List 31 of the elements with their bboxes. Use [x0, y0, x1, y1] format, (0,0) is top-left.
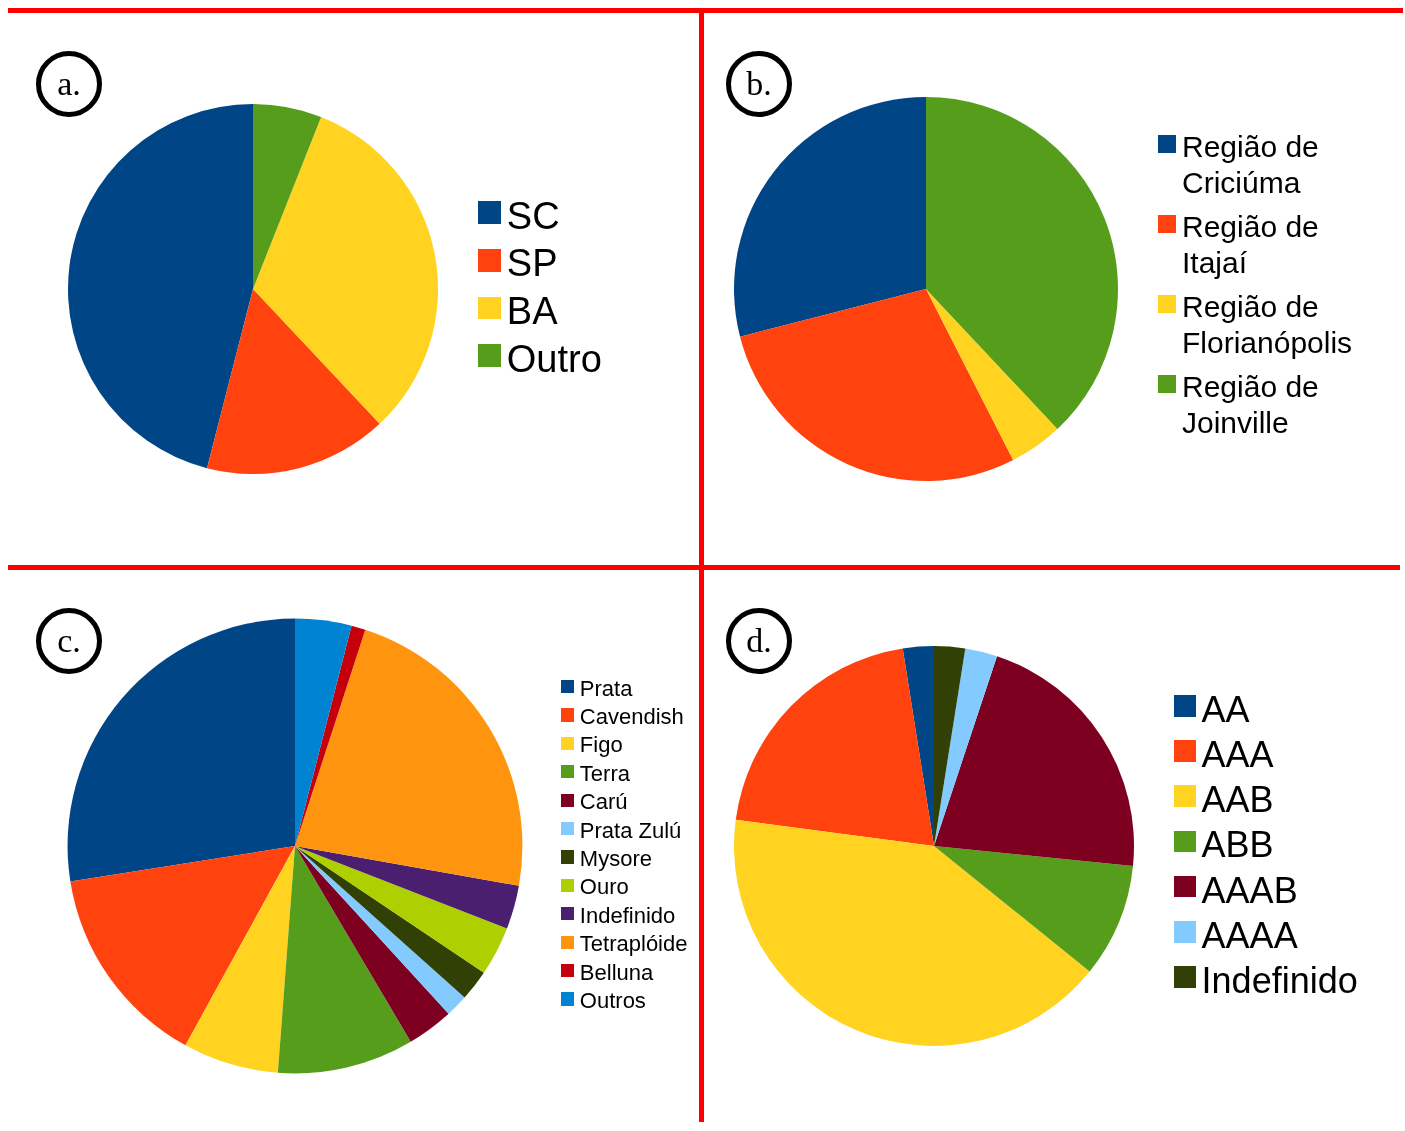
- legend-label: Figo: [579, 732, 623, 759]
- chart-title: a.: [36, 51, 102, 117]
- chart-title: c.: [36, 608, 102, 674]
- legend-label: AAA: [1201, 733, 1274, 777]
- legend-label: Indefinido: [1201, 958, 1358, 1003]
- legend-label: AAAA: [1201, 913, 1298, 957]
- legend-label: Região de Florianópolis: [1182, 289, 1354, 361]
- chart-title: b.: [726, 51, 792, 117]
- chart-title: d.: [726, 608, 792, 674]
- legend-label: BA: [506, 289, 558, 334]
- legend-label: AA: [1201, 687, 1250, 732]
- legend-label: Prata: [579, 675, 633, 703]
- legend-label: Tetraplóide: [579, 931, 688, 958]
- legend-label: SC: [506, 193, 560, 239]
- legend-label: ABB: [1201, 823, 1274, 867]
- legend-label: Outros: [579, 987, 646, 1015]
- legend-label: Carú: [579, 789, 628, 816]
- legend-label: Região de Joinville: [1182, 369, 1320, 441]
- legend-label: AAAB: [1201, 868, 1298, 912]
- legend-label: Outro: [506, 336, 602, 382]
- legend-label: Terra: [579, 760, 630, 788]
- legend-label: AAB: [1201, 778, 1274, 822]
- legend-label: Prata Zulú: [579, 817, 682, 844]
- legend-label: Região de Itajaí: [1182, 209, 1320, 281]
- legend-label: SP: [506, 241, 558, 287]
- legend-label: Região de Criciúma: [1182, 129, 1320, 201]
- legend-label: Belluna: [579, 959, 654, 986]
- legend-label: Indefinido: [579, 902, 676, 930]
- legend-label: Cavendish: [579, 704, 684, 731]
- legend-label: Mysore: [579, 846, 652, 873]
- legend-label: Ouro: [579, 874, 629, 901]
